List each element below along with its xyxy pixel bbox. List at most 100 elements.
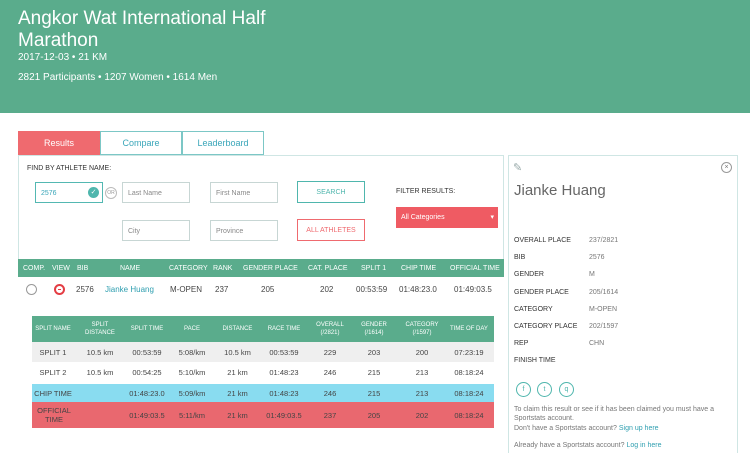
province-input[interactable]: Province (210, 220, 278, 241)
split-cell: 5:09/km (178, 389, 206, 398)
last-name-input[interactable]: Last Name (122, 182, 190, 203)
split-cell: 246 (323, 368, 337, 377)
split-cell: 5:08/km (178, 348, 206, 357)
field-label: BIB (514, 254, 526, 261)
gender-field: GENDER M (514, 271, 595, 278)
row-category: M-OPEN (170, 285, 202, 294)
split-cell: 215 (367, 368, 381, 377)
split-cell: 5:10/km (178, 368, 206, 377)
field-label: REP (514, 340, 529, 347)
row-cat-place: 202 (320, 285, 334, 294)
col-view: VIEW (52, 264, 70, 272)
close-icon[interactable]: × (721, 162, 732, 173)
splits-header-row: SPLIT NAME SPLIT DISTANCE SPLIT TIME PAC… (32, 316, 494, 342)
split-cell: 21 km (227, 389, 248, 398)
splits-table: SPLIT NAME SPLIT DISTANCE SPLIT TIME PAC… (32, 316, 494, 428)
split-cell: 203 (367, 348, 381, 357)
col-rank: RANK (213, 264, 233, 272)
row-gender-place: 205 (261, 285, 275, 294)
split-col-time-of-day: TIME OF DAY (450, 326, 488, 332)
caret-down-icon: ▾ (490, 214, 494, 221)
compare-radio[interactable] (26, 284, 37, 295)
field-value: CHN (589, 340, 605, 347)
results-table: COMP. VIEW BIB NAME CATEGORY RANK GENDER… (18, 259, 504, 301)
table-row[interactable]: 2576 Jianke Huang M-OPEN 237 205 202 00:… (18, 277, 504, 301)
split-cell: 213 (415, 389, 429, 398)
edit-icon[interactable]: ✎ (513, 162, 523, 174)
overall-place-field: OVERALL PLACE 237/2821 (514, 237, 618, 244)
row-rank: 237 (215, 285, 229, 294)
search-icon[interactable]: q (559, 382, 574, 397)
split-col-pace: PACE (184, 326, 200, 332)
split-cell: SPLIT 1 (39, 348, 67, 357)
results-header-row: COMP. VIEW BIB NAME CATEGORY RANK GENDER… (18, 259, 504, 277)
claim-text: To claim this result or see if it has be… (514, 406, 714, 422)
col-cat-place: CAT. PLACE (308, 264, 348, 272)
split-col-distance: SPLIT DISTANCE (85, 322, 115, 336)
split-cell: 200 (415, 348, 429, 357)
split-col-name: SPLIT NAME (35, 326, 71, 332)
split-cell: CHIP TIME (34, 389, 72, 398)
split-cell: 01:48:23.0 (129, 389, 165, 398)
row-split1: 00:53:59 (356, 285, 388, 294)
split-cell: 246 (323, 389, 337, 398)
tab-bar: Results Compare Leaderboard (18, 131, 264, 155)
event-title: Angkor Wat International Half Marathon (18, 8, 266, 51)
chip-time-row: CHIP TIME 01:48:23.0 5:09/km 21 km 01:48… (32, 384, 494, 402)
field-label: CATEGORY PLACE (514, 323, 578, 330)
split-cell: 01:49:03.5 (266, 411, 302, 420)
all-athletes-button[interactable]: ALL ATHLETES (297, 219, 365, 241)
tab-leaderboard[interactable]: Leaderboard (182, 131, 264, 155)
log-in-link[interactable]: Log in here (626, 442, 662, 449)
tab-compare[interactable]: Compare (100, 131, 182, 155)
split-col-overall: OVERALL (/2821) (316, 322, 344, 336)
gender-place-field: GENDER PLACE 205/1614 (514, 289, 618, 296)
category-place-field: CATEGORY PLACE 202/1597 (514, 323, 618, 330)
split-cell: 07:23:19 (454, 348, 484, 357)
split-col-gender: GENDER (/1614) (361, 322, 387, 336)
split-cell: 202 (415, 411, 429, 420)
split-cell: 00:53:59 (132, 348, 162, 357)
split-cell: 08:18:24 (454, 411, 484, 420)
city-input[interactable]: City (122, 220, 190, 241)
field-label: CATEGORY (514, 306, 553, 313)
category-filter-select[interactable]: All Categories ▾ (396, 207, 498, 228)
first-name-input[interactable]: First Name (210, 182, 278, 203)
split-cell: 08:18:24 (454, 389, 484, 398)
split-cell: 229 (323, 348, 337, 357)
split-cell: 10.5 km (86, 368, 114, 377)
tab-results[interactable]: Results (18, 131, 100, 155)
split-cell: 01:48:23 (269, 368, 299, 377)
split-cell: SPLIT 2 (39, 368, 67, 377)
split-cell: 237 (323, 411, 337, 420)
twitter-icon[interactable]: t (537, 382, 552, 397)
athlete-name: Jianke Huang (514, 182, 606, 199)
facebook-icon[interactable]: f (516, 382, 531, 397)
split-cell: 00:54:25 (132, 368, 162, 377)
split-cell: 00:53:59 (269, 348, 299, 357)
category-filter-value: All Categories (401, 214, 445, 221)
col-gender-place: GENDER PLACE (243, 264, 298, 272)
have-account-text: Already have a Sportstats account? (514, 442, 625, 449)
field-value: M-OPEN (589, 306, 617, 313)
or-separator: OR (105, 187, 117, 199)
filter-results-label: FILTER RESULTS: (396, 188, 456, 195)
field-label: GENDER PLACE (514, 289, 569, 296)
split-row: SPLIT 1 10.5 km 00:53:59 5:08/km 10.5 km… (32, 342, 494, 362)
collapse-icon[interactable] (54, 284, 65, 295)
field-value: 237/2821 (589, 237, 619, 244)
split-col-race-time: RACE TIME (267, 326, 301, 332)
no-account-line: Don't have a Sportstats account? Sign up… (514, 424, 736, 433)
split-cell: 21 km (227, 368, 248, 377)
athlete-name-link[interactable]: Jianke Huang (105, 285, 154, 294)
col-official-time: OFFICIAL TIME (450, 264, 500, 272)
bib-input[interactable]: 2576 ✓ (35, 182, 103, 203)
event-date-distance: 2017-12-03 • 21 KM (18, 52, 108, 63)
split-col-total-distance: DISTANCE (222, 326, 253, 332)
field-label: FINISH TIME (514, 357, 556, 364)
rep-field: REP CHN (514, 340, 604, 347)
col-comp: COMP. (23, 264, 46, 272)
split-cell: 21 km (227, 411, 248, 420)
search-button[interactable]: SEARCH (297, 181, 365, 203)
sign-up-link[interactable]: Sign up here (618, 425, 659, 432)
